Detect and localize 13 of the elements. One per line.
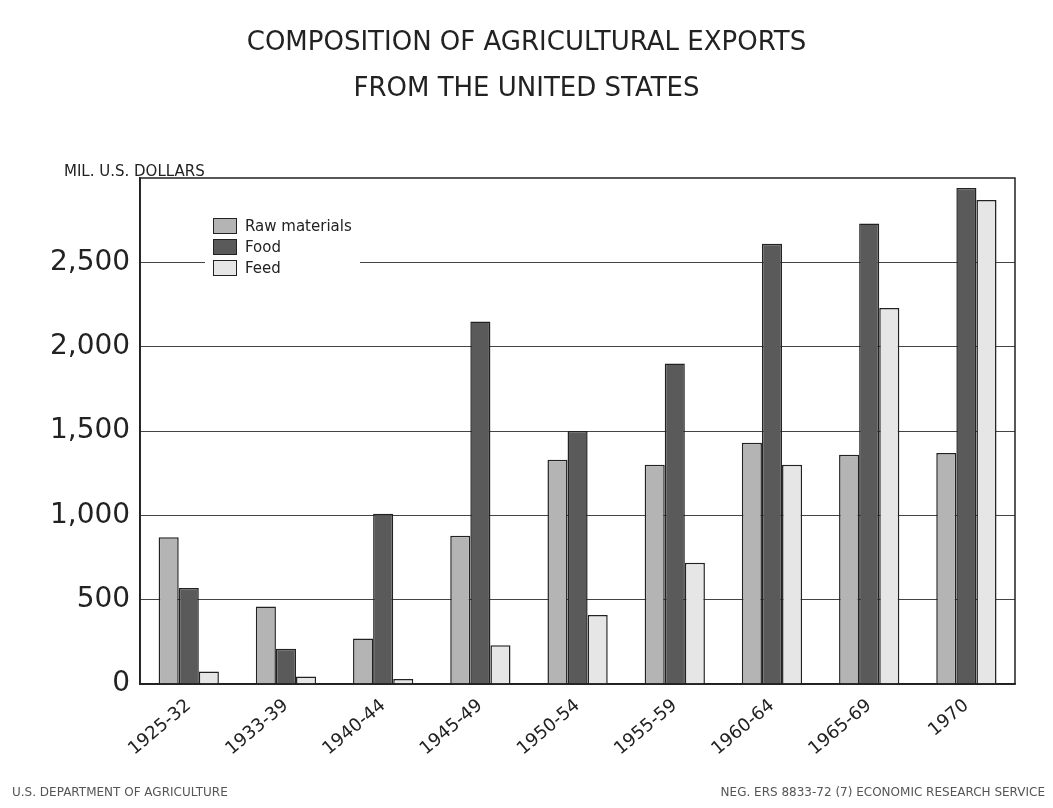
y-tick-label: 1,000 bbox=[49, 496, 131, 530]
legend-label: Food bbox=[244, 238, 282, 256]
y-tick-label: 2,000 bbox=[49, 327, 131, 361]
legend-label: Raw materials bbox=[244, 217, 352, 235]
text: U.S. DEPARTMENT OF AGRICULTURE bbox=[12, 785, 228, 799]
y-tick-label: 0 bbox=[112, 665, 131, 699]
text: NEG. ERS 8833-72 (7) ECONOMIC RESEARCH SERVICE bbox=[720, 785, 1045, 799]
legend-label: Feed bbox=[244, 259, 282, 277]
y-axis-title: MIL. U.S. DOLLARS bbox=[64, 162, 205, 180]
chart-title: COMPOSITION OF AGRICULTURAL EXPORTS FROM THE UNITED STATES bbox=[245, 25, 808, 104]
y-tick-label: 2,500 bbox=[49, 243, 131, 277]
y-tick-label: 1,500 bbox=[49, 412, 131, 446]
y-tick-label: 500 bbox=[76, 581, 131, 615]
